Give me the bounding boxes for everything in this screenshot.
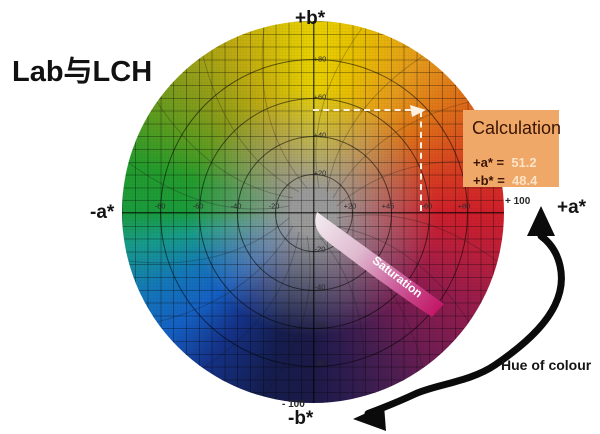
svg-text:Hue of colour: Hue of colour (501, 357, 592, 373)
